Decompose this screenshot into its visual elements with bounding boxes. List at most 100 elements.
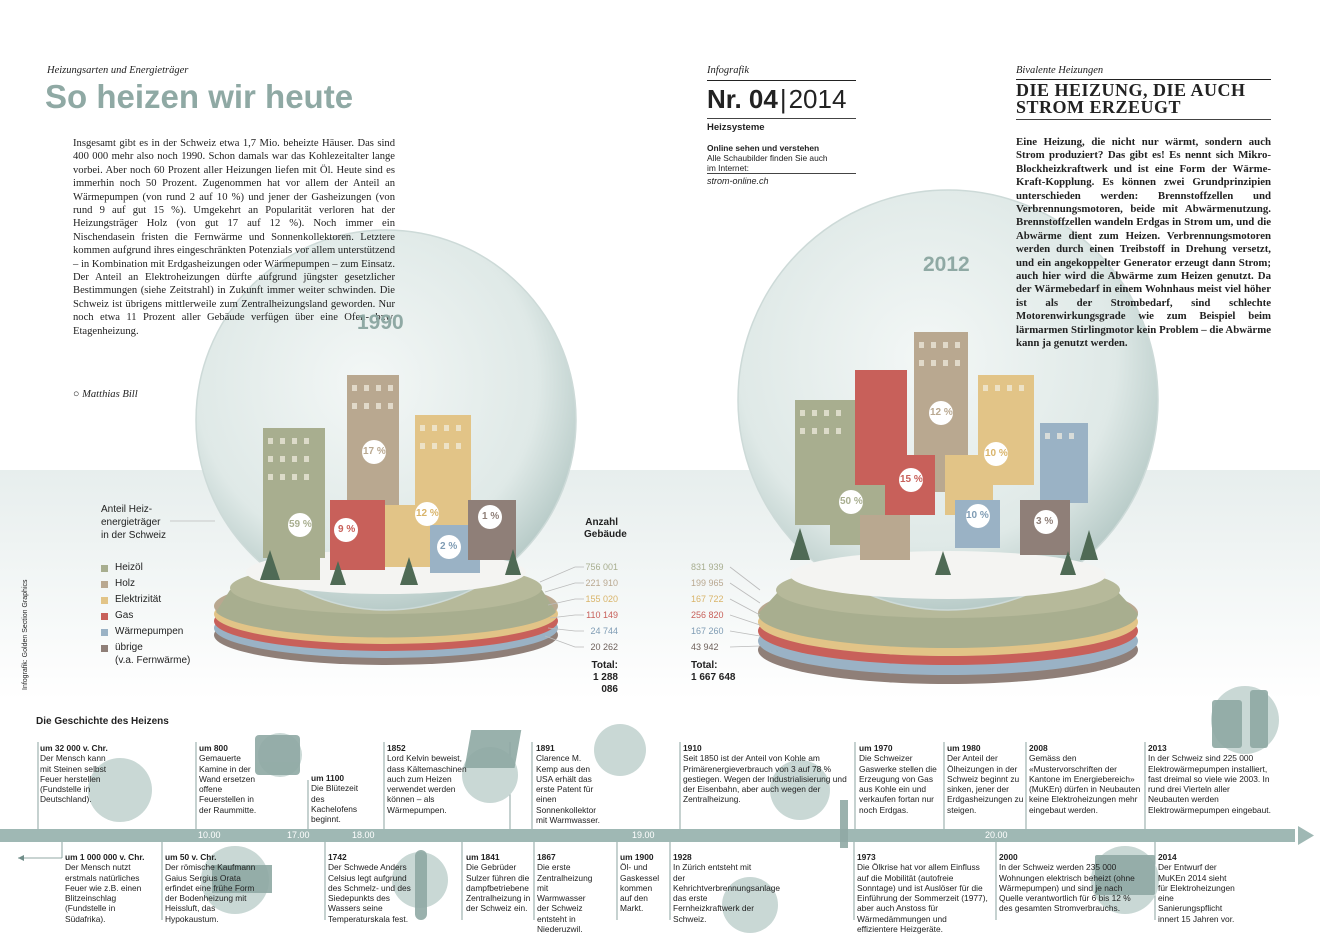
event-text: Der Mensch kann mit Steinen selbst Feuer… bbox=[40, 753, 107, 805]
timeline-event: um 1 000 000 v. Chr. Der Mensch nutzt ers… bbox=[65, 852, 147, 924]
pct-2012-gas: 15 % bbox=[900, 474, 923, 485]
event-text: Die Blütezeit des Kachelofens beginnt. bbox=[311, 783, 359, 825]
event-text: Gemauerte Kamine in der Wand ersetzen of… bbox=[199, 753, 257, 815]
author-circle-icon: ○ bbox=[73, 389, 80, 400]
author: Matthias Bill bbox=[82, 389, 138, 400]
timeline-event: 2000 In der Schweiz werden 235 000 Wohnun… bbox=[999, 852, 1145, 914]
right-body: Eine Heizung, die nicht nur wärmt, sonde… bbox=[1016, 136, 1271, 350]
event-text: Gemäss den «Mustervorschriften der Kanto… bbox=[1029, 753, 1141, 815]
legend-item: übrige bbox=[101, 642, 190, 655]
timeline-tick: 17.00 bbox=[287, 830, 310, 840]
pct-2012-heizoel: 50 % bbox=[840, 496, 863, 507]
pct-2012-holz: 12 % bbox=[930, 407, 953, 418]
timeline-event: 1910 Seit 1850 ist der Anteil von Kohle a… bbox=[683, 743, 849, 805]
pct-1990-uebrige: 1 % bbox=[482, 511, 500, 522]
legend: Heizöl Holz Elektrizität Gas Wärmepumpen… bbox=[101, 562, 190, 666]
count-1990-holz: 221 910 bbox=[585, 578, 618, 588]
count-2012-uebrige: 43 942 bbox=[691, 642, 719, 652]
masthead-rule-2 bbox=[707, 118, 856, 119]
timeline-event: um 1970 Die Schweizer Gaswerke stellen di… bbox=[859, 743, 939, 815]
count-1990-heizoel: 756 001 bbox=[585, 562, 618, 572]
event-text: Die erste Zentralheizung mit Warmwasser … bbox=[537, 862, 593, 935]
issue-number: Nr. 04 bbox=[707, 84, 778, 114]
timeline-event: 1852 Lord Kelvin beweist, dass Kältemasch… bbox=[387, 743, 471, 815]
right-rule bbox=[1016, 79, 1271, 80]
event-text: Lord Kelvin beweist, dass Kältemaschinen… bbox=[387, 753, 467, 815]
legend-label: Wärmepumpen bbox=[115, 626, 184, 637]
masthead-rule-3 bbox=[707, 173, 856, 174]
event-text: Der Mensch nutzt erstmals natürliches Fe… bbox=[65, 862, 142, 924]
event-text: Die Ölkrise hat vor allem Einfluss auf d… bbox=[857, 862, 988, 935]
pct-1990-holz: 17 % bbox=[363, 446, 386, 457]
count-2012-waermepumpen: 167 260 bbox=[691, 626, 724, 636]
count-1990-uebrige: 20 262 bbox=[590, 642, 618, 652]
event-year: um 1841 bbox=[466, 852, 500, 862]
legend-swatch bbox=[101, 613, 108, 620]
total-label: Total: bbox=[691, 660, 718, 671]
event-year: 2000 bbox=[999, 852, 1018, 862]
total-2012: Total: 1 667 648 bbox=[691, 660, 736, 684]
event-text: In Zürich entsteht mit der Kehrichtverbr… bbox=[673, 862, 781, 924]
masthead-rule bbox=[707, 80, 856, 81]
online-url[interactable]: strom-online.ch bbox=[707, 176, 769, 186]
total-value: 1 667 648 bbox=[691, 672, 736, 683]
timeline-event: um 1980 Der Anteil der Ölheizungen in der… bbox=[947, 743, 1025, 815]
timeline-tick: 18.00 bbox=[352, 830, 375, 840]
legend-title-line: energieträger bbox=[101, 517, 161, 528]
total-value: 1 288 086 bbox=[592, 672, 618, 695]
issue-line: Nr. 04|2014 bbox=[707, 84, 846, 114]
timeline-event: um 32 000 v. Chr. Der Mensch kann mit Ste… bbox=[40, 743, 110, 805]
pct-1990-heizoel: 59 % bbox=[289, 519, 312, 530]
legend-title-line: Anteil Heiz- bbox=[101, 504, 153, 515]
right-headline-line: STROM ERZEUGT bbox=[1016, 97, 1182, 117]
online-text: Alle Schaubilder finden Sie auch im Inte… bbox=[707, 153, 828, 173]
event-year: 1742 bbox=[328, 852, 347, 862]
counts-title: Anzahl Gebäude bbox=[584, 517, 627, 541]
pct-2012-uebrige: 3 % bbox=[1036, 516, 1054, 527]
event-text: In der Schweiz sind 225 000 Elektrowärme… bbox=[1148, 753, 1271, 815]
legend-label: Elektrizität bbox=[115, 594, 162, 605]
legend-item: Gas bbox=[101, 610, 190, 626]
count-2012-elektrizitaet: 167 722 bbox=[691, 594, 724, 604]
timeline-event: 1928 In Zürich entsteht mit der Kehrichtv… bbox=[673, 852, 780, 924]
count-2012-heizoel: 831 939 bbox=[691, 562, 724, 572]
timeline-event: um 1100 Die Blütezeit des Kachelofens beg… bbox=[311, 773, 371, 824]
legend-item: Holz bbox=[101, 578, 190, 594]
timeline-event: 1891 Clarence M. Kemp aus den USA erhält … bbox=[536, 743, 604, 825]
pct-1990-gas: 9 % bbox=[338, 524, 356, 535]
event-year: 1852 bbox=[387, 743, 406, 753]
legend-item: Wärmepumpen bbox=[101, 626, 190, 642]
legend-label: Holz bbox=[115, 578, 136, 589]
timeline-tick: 20.00 bbox=[985, 830, 1008, 840]
timeline-tick: 19.00 bbox=[632, 830, 655, 840]
legend-label: Heizöl bbox=[115, 562, 143, 573]
center-kicker: Infografik bbox=[707, 65, 749, 76]
timeline-event: 1742 Der Schwede Anders Celsius legt aufg… bbox=[328, 852, 412, 924]
event-text: Der Entwurf der MuKEn 2014 sieht für Ele… bbox=[1158, 862, 1235, 924]
event-year: 2013 bbox=[1148, 743, 1167, 753]
globe-1990-year: 1990 bbox=[357, 311, 404, 334]
legend-item: Elektrizität bbox=[101, 594, 190, 610]
pct-1990-elektrizitaet: 12 % bbox=[416, 508, 439, 519]
total-label: Total: bbox=[591, 660, 618, 671]
event-year: 1928 bbox=[673, 852, 692, 862]
globe-1990 bbox=[195, 229, 577, 665]
timeline-event: 1973 Die Ölkrise hat vor allem Einfluss a… bbox=[857, 852, 989, 934]
globe-2012-year: 2012 bbox=[923, 253, 970, 276]
count-1990-elektrizitaet: 155 020 bbox=[585, 594, 618, 604]
legend-swatch bbox=[101, 565, 108, 572]
count-1990-waermepumpen: 24 744 bbox=[590, 626, 618, 636]
online-title: Online sehen und verstehen bbox=[707, 143, 820, 153]
legend-title-line: in der Schweiz bbox=[101, 530, 167, 541]
right-kicker: Bivalente Heizungen bbox=[1016, 65, 1104, 76]
legend-item: Heizöl bbox=[101, 562, 190, 578]
event-year: 2014 bbox=[1158, 852, 1177, 862]
event-year: 1867 bbox=[537, 852, 556, 862]
counts-1990: 756 001 221 910 155 020 110 149 24 744 2… bbox=[584, 562, 618, 658]
credit: Infografik: Golden Section Graphics bbox=[22, 579, 29, 690]
timeline-tick: 10.00 bbox=[198, 830, 221, 840]
left-kicker: Heizungsarten und Energieträger bbox=[47, 65, 189, 76]
timeline-event: 2008 Gemäss den «Mustervorschriften der K… bbox=[1029, 743, 1141, 815]
legend-swatch bbox=[101, 645, 108, 652]
issue-year: 2014 bbox=[788, 84, 847, 114]
